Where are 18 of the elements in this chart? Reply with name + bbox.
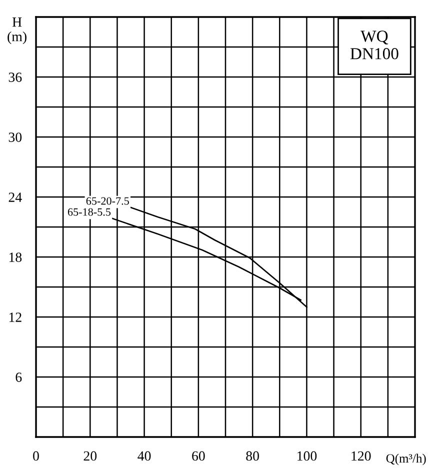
x-tick-label: 0 [33,451,39,461]
x-tick-label: 20 [84,451,97,461]
y-tick-label: 30 [8,132,22,142]
series-label: 65-18-5.5 [68,208,111,216]
x-axis-title: Q(m³/h) [386,454,426,466]
x-tick-label: 100 [298,451,317,461]
x-tick-label: 60 [192,451,205,461]
y-tick-label: 24 [8,192,22,202]
x-tick-label: 120 [352,451,371,461]
annotation: WQ DN100 [350,30,398,60]
y-tick-label: 18 [9,252,22,262]
x-tick-label: 40 [138,451,151,461]
y-axis-title: H (m) [8,18,26,44]
y-tick-label: 36 [8,72,22,82]
y-tick-label: 12 [9,312,22,322]
y-tick-label: 6 [16,372,22,382]
x-tick-label: 80 [246,451,259,461]
series-label: 65-20-7.5 [86,197,129,205]
